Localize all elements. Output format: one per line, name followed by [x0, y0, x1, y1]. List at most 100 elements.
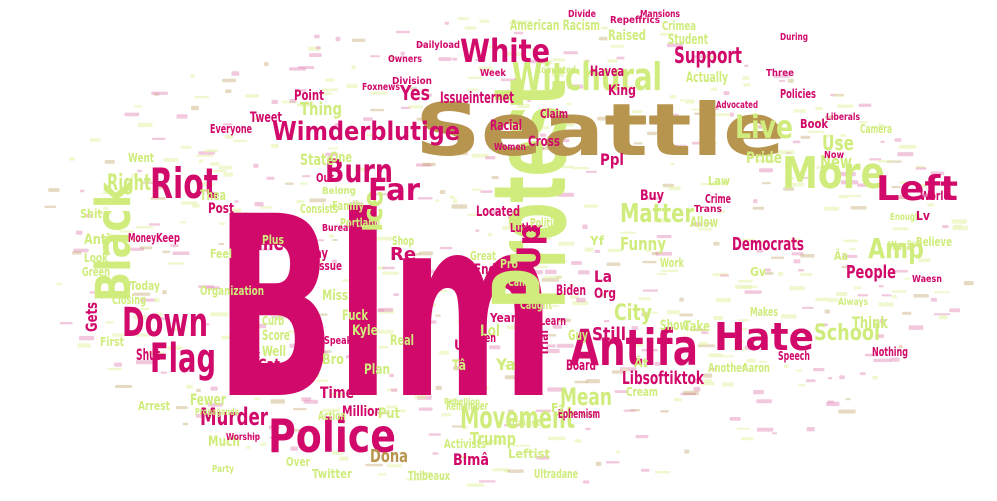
filler-mark — [325, 78, 335, 82]
filler-mark — [557, 318, 571, 322]
word-aaron: Aaron — [742, 361, 770, 375]
filler-mark — [783, 187, 795, 191]
filler-mark — [632, 342, 643, 347]
filler-mark — [824, 134, 833, 138]
filler-mark — [176, 406, 188, 410]
filler-mark — [267, 230, 275, 234]
filler-mark — [651, 252, 659, 256]
filler-mark — [369, 55, 380, 58]
filler-mark — [679, 313, 693, 317]
filler-mark — [684, 99, 695, 104]
word-live: Live — [735, 108, 793, 146]
filler-mark — [269, 436, 285, 439]
filler-mark — [260, 442, 267, 446]
filler-mark — [536, 455, 550, 460]
filler-mark — [320, 92, 333, 95]
word-shop: Shop — [392, 234, 414, 248]
filler-mark — [201, 323, 210, 326]
filler-mark — [796, 369, 803, 372]
filler-mark — [806, 427, 815, 432]
filler-mark — [407, 253, 421, 256]
word-show: Show — [660, 318, 688, 334]
filler-mark — [176, 114, 188, 119]
filler-mark — [557, 120, 572, 125]
filler-mark — [890, 195, 909, 199]
word-crimea: Crimea — [662, 19, 696, 33]
filler-mark — [160, 371, 168, 374]
filler-mark — [196, 182, 214, 187]
filler-mark — [400, 106, 411, 109]
filler-mark — [342, 279, 355, 282]
filler-mark — [610, 44, 624, 48]
filler-mark — [363, 117, 373, 121]
word-a-a: Âa — [834, 248, 848, 263]
word-enough: Enough — [890, 212, 920, 223]
word-cana: Canâ — [508, 275, 530, 289]
filler-mark — [259, 323, 267, 329]
word-million: Million — [342, 404, 382, 420]
filler-mark — [582, 224, 588, 229]
filler-mark — [395, 30, 410, 34]
filler-mark — [547, 387, 565, 392]
filler-mark — [605, 461, 620, 464]
word-money: Money — [128, 231, 156, 245]
filler-mark — [741, 437, 754, 441]
filler-mark — [746, 358, 756, 363]
word-even: Even — [474, 331, 496, 345]
filler-mark — [350, 290, 360, 295]
filler-mark — [471, 311, 476, 315]
word-cream: Cream — [626, 385, 658, 399]
filler-mark — [325, 152, 338, 157]
filler-mark — [374, 236, 393, 241]
filler-mark — [180, 145, 192, 149]
filler-mark — [793, 259, 801, 264]
filler-mark — [370, 108, 385, 112]
filler-mark — [204, 149, 218, 153]
filler-mark — [753, 199, 758, 204]
filler-mark — [44, 205, 56, 208]
word-today: Today — [130, 279, 160, 293]
filler-mark — [368, 307, 374, 310]
filler-mark — [218, 243, 225, 246]
filler-mark — [645, 197, 663, 200]
filler-mark — [660, 269, 679, 272]
filler-mark — [859, 372, 866, 376]
filler-mark — [162, 250, 171, 254]
filler-mark — [778, 79, 786, 82]
filler-mark — [271, 99, 278, 104]
filler-mark — [566, 117, 579, 121]
word-thibeaux: Thibeaux — [408, 469, 450, 483]
filler-mark — [700, 183, 716, 186]
filler-mark — [416, 163, 432, 167]
word-went: Went — [128, 151, 154, 165]
filler-mark — [378, 345, 389, 349]
filler-mark — [754, 240, 766, 243]
filler-mark — [913, 294, 929, 298]
word-twitter: Twitter — [312, 467, 352, 481]
filler-mark — [335, 36, 341, 42]
word-first: First — [100, 335, 124, 349]
word-down: Down — [122, 300, 208, 346]
filler-mark — [300, 89, 307, 92]
filler-mark — [544, 236, 552, 241]
filler-mark — [136, 333, 149, 337]
filler-mark — [439, 246, 453, 250]
filler-mark — [161, 171, 167, 175]
word-biden: Biden — [556, 283, 586, 299]
word-police: Police — [268, 409, 396, 463]
filler-mark — [234, 200, 239, 203]
filler-mark — [453, 366, 462, 371]
filler-mark — [85, 214, 92, 218]
filler-mark — [641, 312, 650, 317]
word-yf: Yf — [589, 234, 605, 248]
filler-mark — [679, 297, 684, 302]
filler-mark — [827, 400, 834, 404]
filler-mark — [836, 291, 848, 296]
filler-mark — [48, 188, 60, 192]
filler-mark — [552, 324, 563, 329]
filler-mark — [845, 398, 851, 401]
filler-mark — [858, 103, 872, 107]
filler-mark — [464, 26, 477, 30]
filler-mark — [275, 369, 292, 373]
word-wasa: Wasâ — [888, 239, 912, 253]
